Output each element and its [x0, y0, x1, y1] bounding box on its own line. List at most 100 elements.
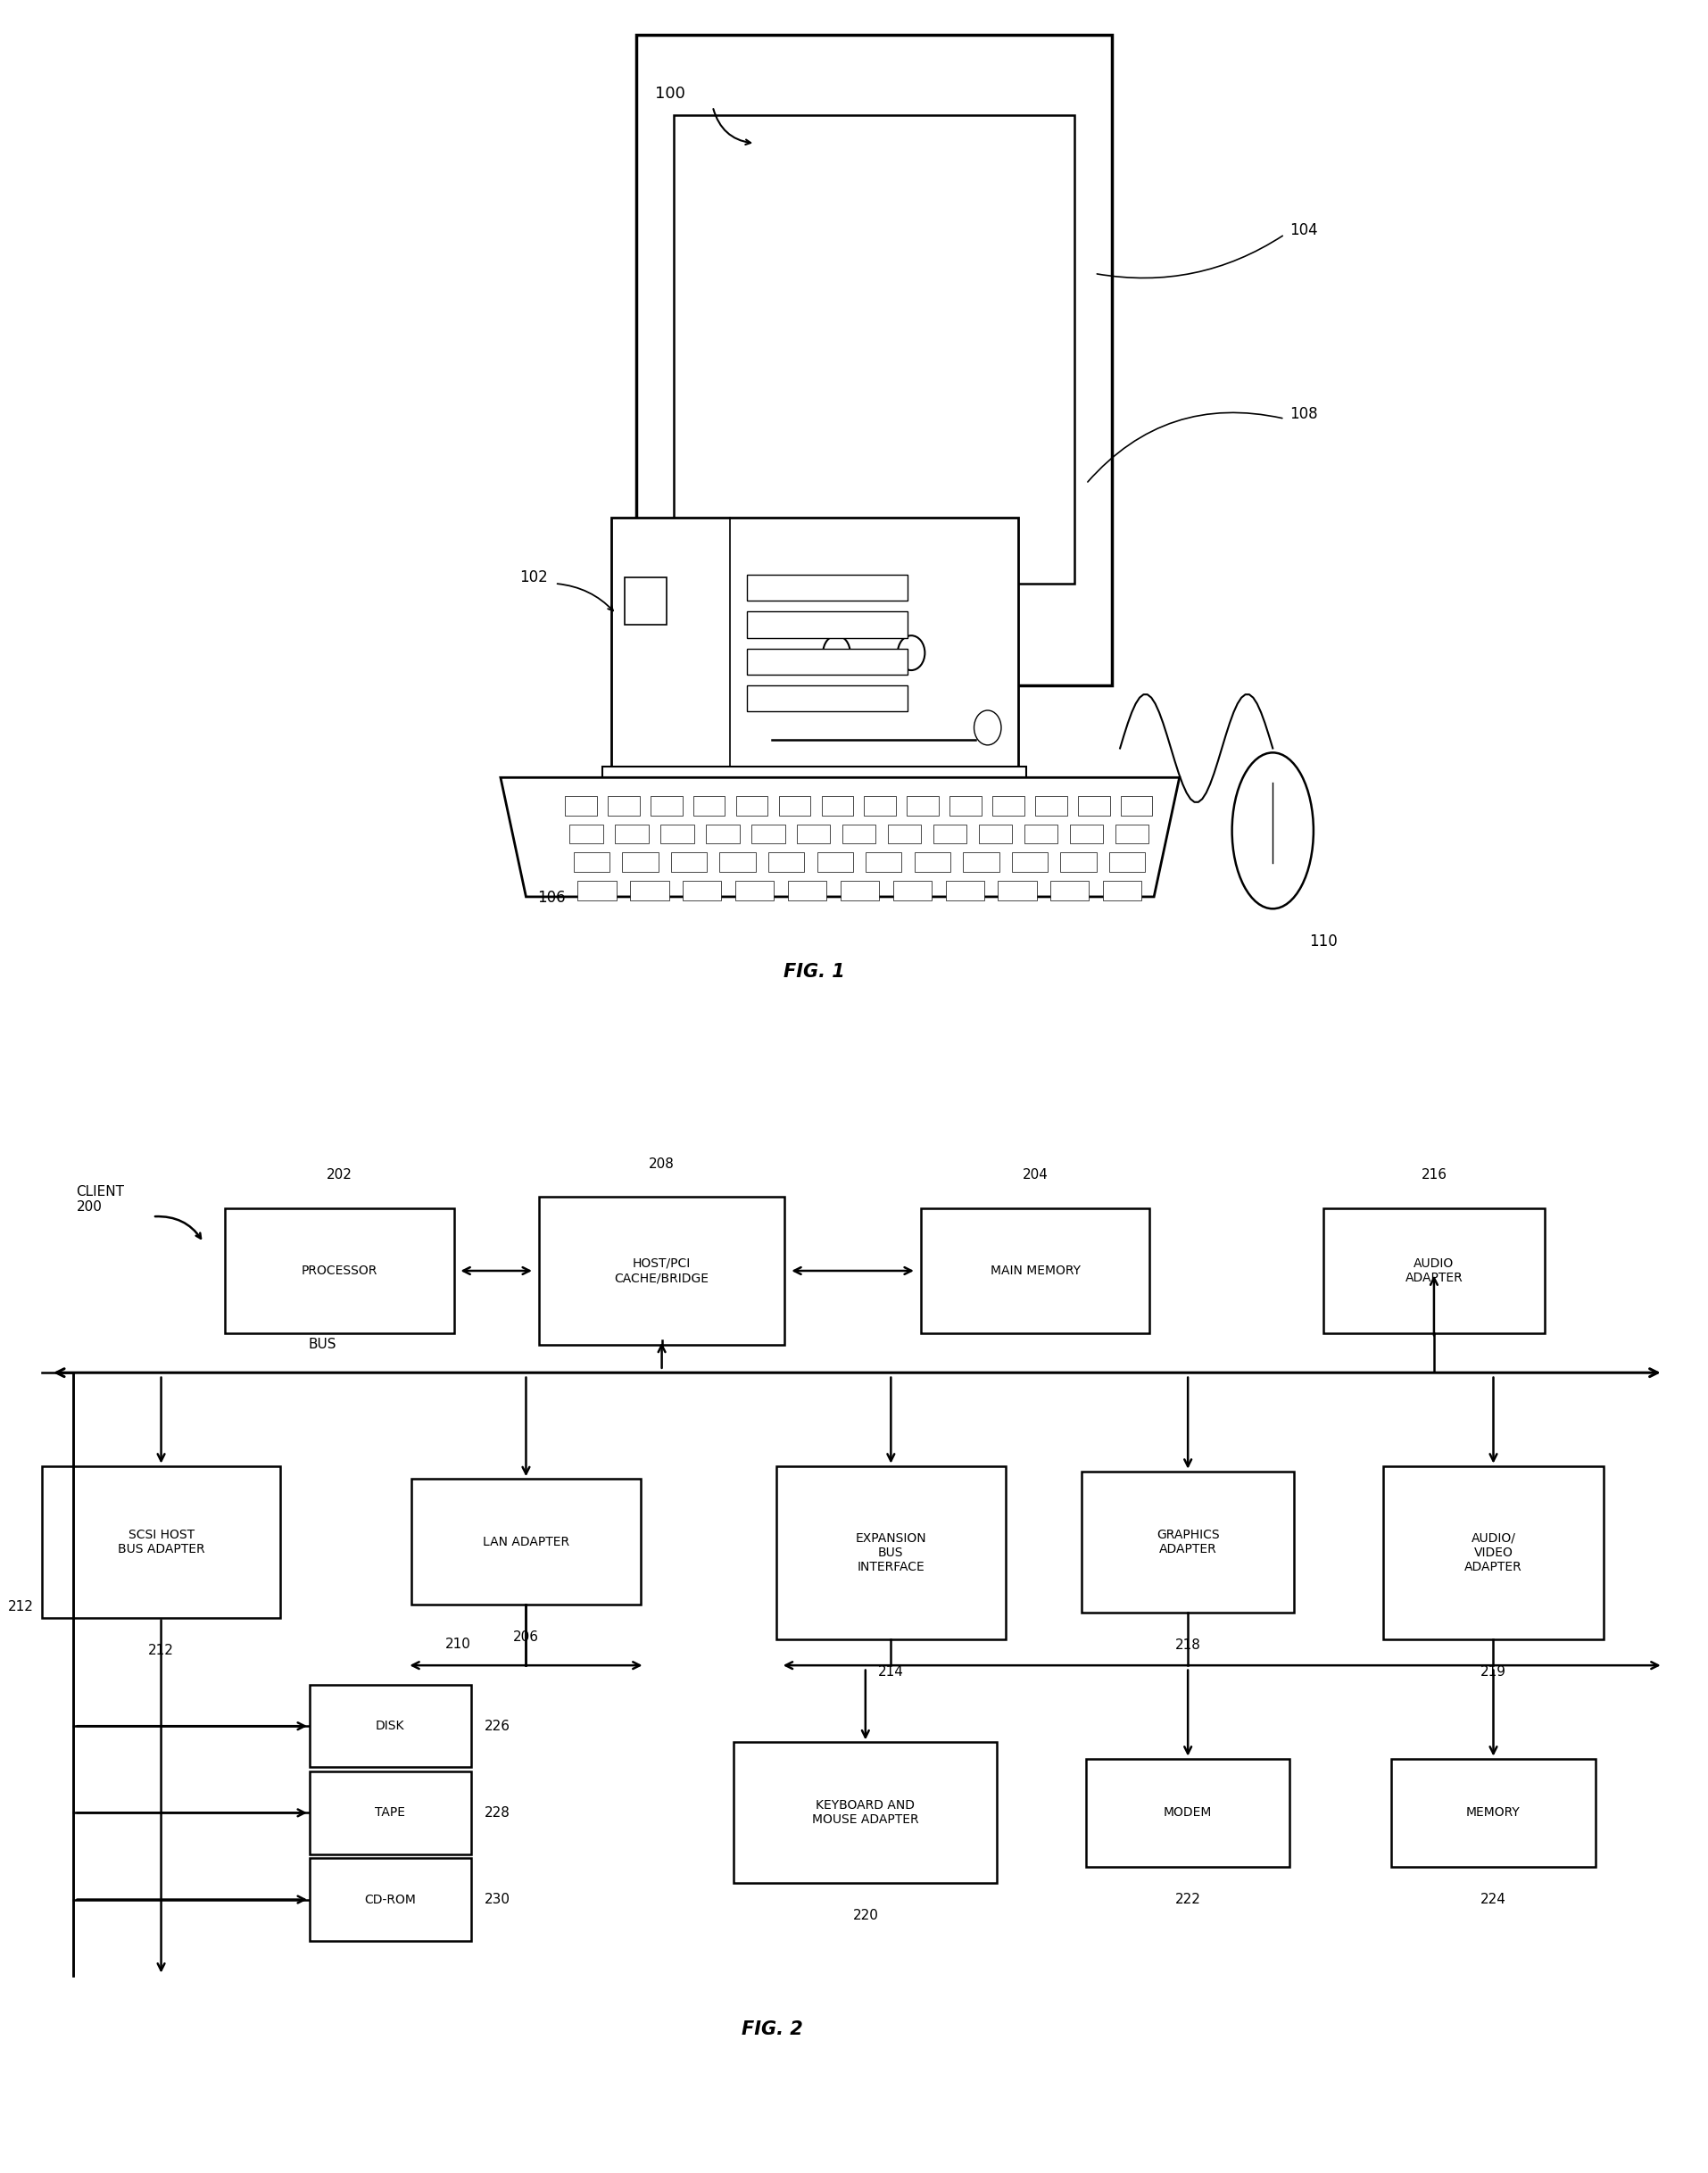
Text: AUDIO
ADAPTER: AUDIO ADAPTER [1406, 1258, 1462, 1284]
Text: 208: 208 [649, 1158, 675, 1171]
FancyBboxPatch shape [866, 852, 902, 871]
FancyBboxPatch shape [608, 795, 639, 815]
Text: DISK: DISK [376, 1719, 405, 1732]
Text: FIG. 1: FIG. 1 [784, 963, 845, 980]
Bar [746, 648, 909, 674]
FancyBboxPatch shape [1035, 795, 1068, 815]
Text: 204: 204 [1023, 1169, 1049, 1182]
FancyBboxPatch shape [615, 824, 649, 843]
Bar [637, 35, 1112, 684]
Text: 222: 222 [1175, 1893, 1201, 1906]
Bar [1324, 1208, 1544, 1334]
Text: 102: 102 [519, 569, 548, 585]
Text: 224: 224 [1481, 1893, 1506, 1906]
Text: 218: 218 [1175, 1638, 1201, 1651]
Text: 210: 210 [446, 1636, 471, 1651]
FancyBboxPatch shape [1115, 824, 1149, 843]
Text: KEYBOARD AND
MOUSE ADAPTER: KEYBOARD AND MOUSE ADAPTER [811, 1799, 919, 1825]
Bar [309, 1771, 471, 1854]
Bar [734, 1743, 997, 1884]
Bar [1383, 1467, 1604, 1638]
FancyBboxPatch shape [736, 880, 774, 900]
Bar [1081, 1471, 1295, 1612]
Bar [309, 1684, 471, 1767]
FancyBboxPatch shape [693, 795, 724, 815]
Bar [746, 684, 909, 711]
FancyBboxPatch shape [683, 880, 721, 900]
FancyBboxPatch shape [1050, 880, 1090, 900]
FancyBboxPatch shape [630, 880, 670, 900]
FancyBboxPatch shape [992, 795, 1025, 815]
Circle shape [974, 711, 1001, 745]
FancyBboxPatch shape [661, 824, 693, 843]
Text: SCSI HOST
BUS ADAPTER: SCSI HOST BUS ADAPTER [118, 1528, 205, 1556]
FancyBboxPatch shape [979, 824, 1013, 843]
FancyBboxPatch shape [705, 824, 740, 843]
Text: 230: 230 [485, 1893, 511, 1906]
FancyBboxPatch shape [577, 880, 617, 900]
FancyBboxPatch shape [752, 824, 786, 843]
Text: 110: 110 [1310, 932, 1337, 950]
Text: 216: 216 [1421, 1169, 1447, 1182]
Bar [746, 576, 909, 602]
FancyBboxPatch shape [719, 852, 755, 871]
FancyBboxPatch shape [946, 880, 984, 900]
FancyBboxPatch shape [842, 824, 876, 843]
Text: EXPANSION
BUS
INTERFACE: EXPANSION BUS INTERFACE [856, 1532, 926, 1573]
Text: 220: 220 [852, 1910, 878, 1923]
FancyBboxPatch shape [933, 824, 967, 843]
Polygon shape [500, 778, 1180, 897]
Bar [309, 1858, 471, 1940]
Bar [673, 115, 1074, 585]
Text: MEMORY: MEMORY [1465, 1806, 1520, 1819]
Text: TAPE: TAPE [376, 1806, 405, 1819]
FancyBboxPatch shape [779, 795, 811, 815]
FancyBboxPatch shape [950, 795, 982, 815]
FancyBboxPatch shape [822, 795, 854, 815]
FancyBboxPatch shape [907, 795, 939, 815]
FancyBboxPatch shape [1061, 852, 1097, 871]
Text: HOST/PCI
CACHE/BRIDGE: HOST/PCI CACHE/BRIDGE [615, 1258, 709, 1284]
FancyBboxPatch shape [1011, 852, 1047, 871]
Text: BUS: BUS [309, 1339, 336, 1352]
Text: 219: 219 [1481, 1665, 1506, 1680]
Text: LAN ADAPTER: LAN ADAPTER [483, 1536, 569, 1547]
Bar [746, 611, 909, 637]
FancyBboxPatch shape [622, 852, 658, 871]
Text: 100: 100 [656, 85, 685, 102]
Text: 106: 106 [538, 891, 565, 906]
FancyBboxPatch shape [1120, 795, 1153, 815]
FancyBboxPatch shape [1025, 824, 1057, 843]
Text: MODEM: MODEM [1163, 1806, 1213, 1819]
FancyBboxPatch shape [997, 880, 1037, 900]
FancyBboxPatch shape [914, 852, 950, 871]
FancyBboxPatch shape [769, 852, 804, 871]
Text: 206: 206 [512, 1630, 540, 1645]
FancyBboxPatch shape [888, 824, 921, 843]
Text: 202: 202 [326, 1169, 352, 1182]
Bar [412, 1480, 640, 1604]
Bar [603, 767, 1027, 789]
Text: 214: 214 [878, 1665, 904, 1680]
Bar [1392, 1758, 1595, 1867]
Bar [538, 1197, 786, 1345]
Text: FIG. 2: FIG. 2 [741, 2021, 803, 2038]
Text: GRAPHICS
ADAPTER: GRAPHICS ADAPTER [1156, 1528, 1220, 1556]
FancyBboxPatch shape [893, 880, 931, 900]
Text: 228: 228 [485, 1806, 511, 1819]
FancyBboxPatch shape [796, 824, 830, 843]
Bar [625, 578, 666, 624]
Bar [611, 517, 1018, 767]
FancyBboxPatch shape [1108, 852, 1144, 871]
Text: CLIENT
200: CLIENT 200 [77, 1184, 125, 1215]
Circle shape [823, 635, 851, 669]
Text: 104: 104 [1290, 222, 1319, 239]
Text: 212: 212 [9, 1599, 34, 1615]
Text: PROCESSOR: PROCESSOR [301, 1265, 377, 1278]
Bar [921, 1208, 1149, 1334]
Text: CD-ROM: CD-ROM [364, 1893, 417, 1906]
FancyBboxPatch shape [864, 795, 897, 815]
Bar [1086, 1758, 1290, 1867]
Text: 108: 108 [1290, 406, 1319, 422]
Text: MAIN MEMORY: MAIN MEMORY [991, 1265, 1079, 1278]
